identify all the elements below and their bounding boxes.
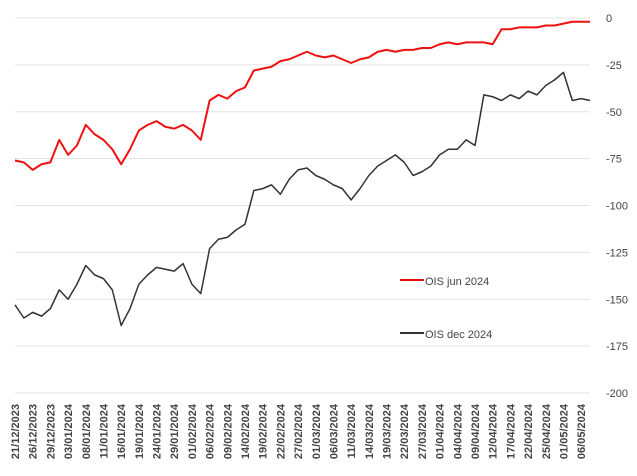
x-tick-label: 11/03/2024 bbox=[346, 403, 358, 458]
legend-label: OIS dec 2024 bbox=[425, 329, 492, 341]
x-tick-label: 24/01/2024 bbox=[152, 403, 164, 459]
x-tick-label: 27/03/2024 bbox=[417, 403, 429, 459]
x-tick-label: 19/02/2024 bbox=[258, 403, 270, 459]
x-tick-label: 22/04/2024 bbox=[523, 403, 535, 459]
y-tick-label: -125 bbox=[606, 247, 628, 259]
x-tick-label: 22/03/2024 bbox=[399, 403, 411, 459]
y-tick-label: -150 bbox=[606, 294, 628, 306]
x-tick-label: 25/04/2024 bbox=[541, 403, 553, 459]
x-tick-label: 03/01/2024 bbox=[63, 403, 75, 459]
x-tick-label: 21/12/2023 bbox=[10, 404, 22, 459]
x-tick-label: 29/12/2023 bbox=[45, 404, 57, 459]
x-tick-label: 06/03/2024 bbox=[328, 403, 340, 459]
x-tick-label: 01/04/2024 bbox=[435, 403, 447, 459]
x-tick-label: 27/02/2024 bbox=[293, 403, 305, 459]
x-tick-label: 14/03/2024 bbox=[364, 403, 376, 459]
x-tick-label: 26/12/2023 bbox=[28, 404, 40, 459]
y-tick-label: -50 bbox=[606, 107, 622, 119]
x-tick-label: 19/01/2024 bbox=[134, 403, 146, 459]
y-tick-label: -175 bbox=[606, 341, 628, 353]
x-tick-label: 11/01/2024 bbox=[98, 403, 110, 458]
legend-label: OIS jun 2024 bbox=[425, 276, 489, 288]
x-tick-label: 04/04/2024 bbox=[452, 403, 464, 459]
x-tick-label: 09/02/2024 bbox=[222, 403, 234, 459]
x-tick-label: 01/03/2024 bbox=[311, 403, 323, 459]
x-tick-label: 29/01/2024 bbox=[169, 403, 181, 459]
x-tick-label: 19/03/2024 bbox=[382, 403, 394, 459]
x-tick-label: 09/04/2024 bbox=[470, 403, 482, 459]
x-tick-label: 01/05/2024 bbox=[558, 403, 570, 459]
y-tick-label: -25 bbox=[606, 60, 622, 72]
y-tick-label: -75 bbox=[606, 154, 622, 166]
x-tick-label: 14/02/2024 bbox=[240, 403, 252, 459]
x-tick-label: 08/01/2024 bbox=[81, 403, 93, 459]
y-tick-label: 0 bbox=[606, 13, 612, 25]
y-tick-label: -100 bbox=[606, 201, 628, 213]
series-line bbox=[14, 71, 591, 327]
y-tick-label: -200 bbox=[606, 388, 628, 400]
x-tick-label: 01/02/2024 bbox=[187, 403, 199, 459]
x-tick-label: 06/05/2024 bbox=[576, 403, 588, 459]
x-tick-label: 17/04/2024 bbox=[505, 403, 517, 459]
x-tick-label: 16/01/2024 bbox=[116, 403, 128, 459]
x-tick-label: 06/02/2024 bbox=[205, 403, 217, 459]
series-line bbox=[14, 20, 590, 171]
x-tick-label: 12/04/2024 bbox=[488, 403, 500, 459]
x-tick-label: 22/02/2024 bbox=[275, 403, 287, 459]
